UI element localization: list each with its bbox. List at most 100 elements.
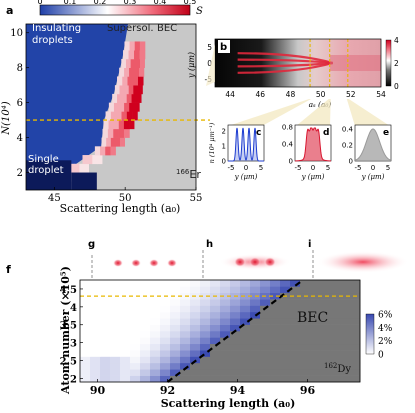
cell-f [90,311,101,319]
cell-f [150,331,161,338]
cell-a [116,111,122,121]
cell-f [280,324,291,332]
cell-f [320,299,331,306]
cell-f [300,318,311,325]
cell-f [150,369,161,376]
cell-f [190,324,201,332]
cell-f [280,356,291,364]
cell-f [350,280,361,287]
cell-f [230,369,241,376]
cell-f [290,280,301,287]
cell-f [120,286,131,294]
cell-f [130,311,141,319]
cell-a [129,41,136,51]
curve-d [294,127,332,162]
cell-f [310,318,321,325]
x-tick-label-b: 48 [286,90,296,99]
cell-a [121,58,127,68]
cell-f [130,362,141,370]
cell-f [170,324,181,332]
cell-f [230,311,241,319]
cell-f [210,337,221,345]
cell-f [220,369,231,376]
cell-f [200,311,211,319]
cell-f [290,311,301,319]
inset-g [113,259,177,267]
cell-f [200,280,211,287]
cell-f [110,362,121,370]
cell-f [320,311,331,319]
cell-f [320,286,331,294]
cell-f [190,299,201,306]
x-tick-label-d: -5 [295,164,302,172]
cell-a [87,155,93,165]
x-tick-label-f: 94 [230,384,246,397]
cell-f [290,299,301,306]
y-axis-label-c: n (10⁴ μm⁻¹) [208,122,216,163]
cell-f [350,331,361,338]
colorbar-a-label: S [196,6,203,17]
cell-f [280,337,291,345]
cell-a [113,102,120,112]
x-tick-label-e: 0 [371,164,375,172]
x-tick-label-b: 50 [316,90,326,99]
cell-f [150,286,161,294]
cell-f [330,375,341,383]
cell-f [170,362,181,370]
colorbar-b-tick-label: 4 [394,36,399,45]
cell-f [200,375,211,383]
single-droplet-region-a [26,160,72,190]
cell-f [290,324,301,332]
cell-f [310,280,321,287]
species-label-f: 162Dy [324,362,351,375]
cell-f [200,331,211,338]
cell-f [350,343,361,351]
cell-f [140,337,151,345]
x-tick-label-c: -5 [228,164,235,172]
cell-f [180,331,191,338]
cell-f [160,350,171,357]
cell-f [320,343,331,351]
inset-i [317,251,409,273]
cell-f [320,324,331,332]
cell-f [220,324,231,332]
cell-f [300,286,311,294]
y-tick-label-e: 0 [349,158,353,166]
cell-f [330,280,341,287]
cell-f [310,375,321,383]
cell-f [140,286,151,294]
cell-f [200,305,211,313]
density-stripe-b [237,61,333,68]
cell-a [135,58,141,68]
region-label-single-line1: Single [28,154,59,165]
cell-f [80,337,91,345]
cell-f [350,305,361,313]
cell-f [320,337,331,345]
cell-f [100,343,111,351]
cell-f [170,280,181,287]
cell-f [150,311,161,319]
cell-f [260,337,271,345]
cell-f [110,305,121,313]
cell-f [170,343,181,351]
x-tick-label-e: -5 [355,164,362,172]
cell-f [120,311,131,319]
cell-f [350,362,361,370]
cell-f [270,343,281,351]
cell-a [137,85,143,95]
cell-f [90,356,101,364]
cell-f [280,311,291,319]
cell-f [290,286,301,294]
cell-f [270,324,281,332]
cell-f [260,311,271,319]
colorbar-a-tick-label: 0.2 [94,0,107,6]
cell-a [119,102,125,112]
cell-f [190,362,201,370]
cell-a [132,111,138,121]
cell-f [230,343,241,351]
cell-f [120,324,131,332]
area-c [228,128,264,161]
cell-f [110,369,121,376]
cell-f [90,324,101,332]
